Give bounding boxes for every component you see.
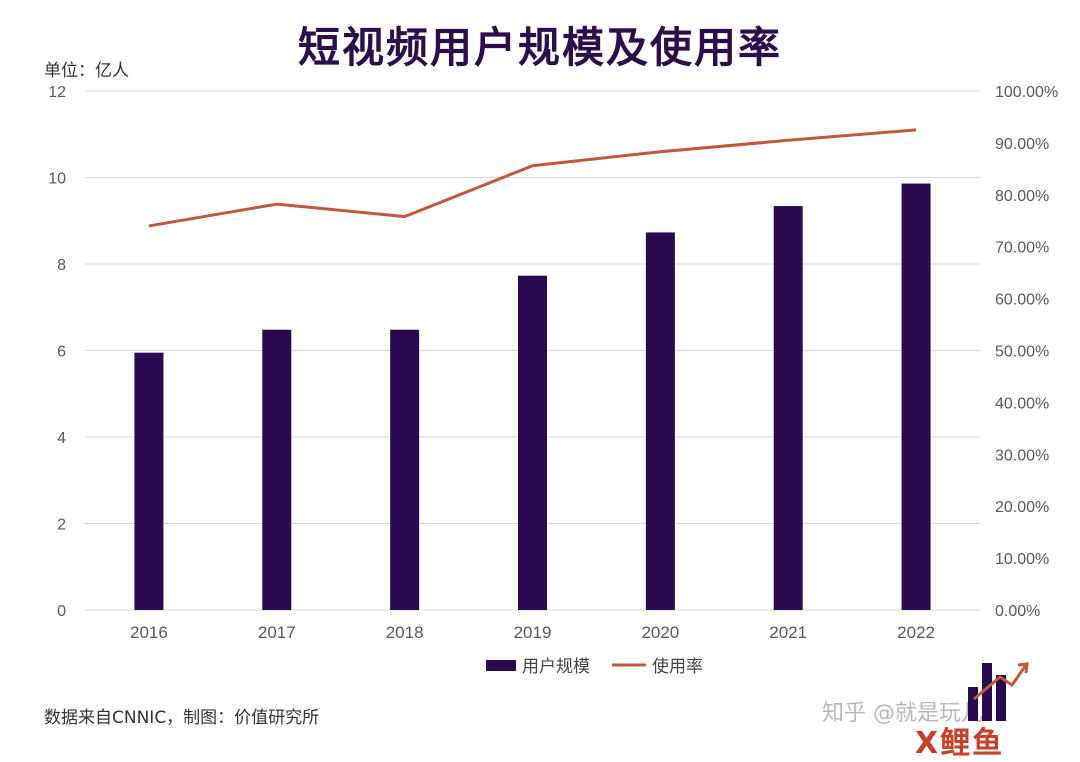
- legend-label-line: 使用率: [652, 656, 703, 677]
- right-tick-label: 10.00%: [995, 551, 1049, 568]
- right-tick-label: 60.00%: [995, 292, 1049, 309]
- x-tick-label: 2022: [897, 623, 935, 642]
- right-tick-label: 70.00%: [995, 240, 1049, 257]
- right-tick-label: 40.00%: [995, 395, 1049, 412]
- right-tick-label: 90.00%: [995, 136, 1049, 153]
- right-tick-label: 80.00%: [995, 188, 1049, 205]
- right-tick-label: 50.00%: [995, 344, 1049, 361]
- right-tick-label: 0.00%: [995, 603, 1040, 620]
- logo-text: X鲤鱼: [915, 718, 1004, 762]
- right-tick-label: 20.00%: [995, 499, 1049, 516]
- source-note: 数据来自CNNIC，制图：价值研究所: [44, 703, 319, 728]
- bar-2019: [518, 276, 547, 610]
- x-tick-label: 2018: [386, 623, 424, 642]
- right-tick-label: 30.00%: [995, 447, 1049, 464]
- x-axis-ticks: 2016 2017 2018 2019 2020 2021 2022: [130, 623, 935, 642]
- bar-2016: [134, 353, 163, 610]
- x-tick-label: 2020: [641, 623, 679, 642]
- legend-label-bar: 用户规模: [522, 657, 590, 677]
- combo-chart: 0 2 4 6 8 10 12 0.00% 10.00% 20.00% 30.00% 40.00% 5…: [0, 0, 1080, 700]
- left-tick-label: 0: [57, 603, 66, 620]
- bar-2022: [902, 184, 931, 610]
- x-tick-label: 2021: [769, 623, 807, 642]
- left-tick-label: 10: [48, 171, 66, 188]
- logo-icon: [960, 655, 1030, 725]
- x-tick-label: 2016: [130, 623, 168, 642]
- bars: [134, 184, 930, 610]
- right-axis-ticks: 0.00% 10.00% 20.00% 30.00% 40.00% 50.00% 60.00…: [995, 84, 1058, 620]
- left-axis-ticks: 0 2 4 6 8 10 12: [48, 84, 66, 620]
- x-tick-label: 2019: [514, 623, 552, 642]
- left-tick-label: 12: [48, 84, 66, 101]
- x-tick-label: 2017: [258, 623, 296, 642]
- left-tick-label: 6: [57, 344, 66, 361]
- bar-2021: [774, 206, 803, 610]
- legend-swatch-bar: [486, 660, 516, 671]
- left-tick-label: 8: [57, 257, 66, 274]
- left-tick-label: 2: [57, 517, 66, 534]
- bar-2018: [390, 330, 419, 610]
- legend: 用户规模 使用率: [486, 656, 703, 677]
- right-tick-label: 100.00%: [995, 84, 1058, 101]
- bar-2020: [646, 232, 675, 610]
- bar-2017: [262, 330, 291, 610]
- left-tick-label: 4: [57, 430, 66, 447]
